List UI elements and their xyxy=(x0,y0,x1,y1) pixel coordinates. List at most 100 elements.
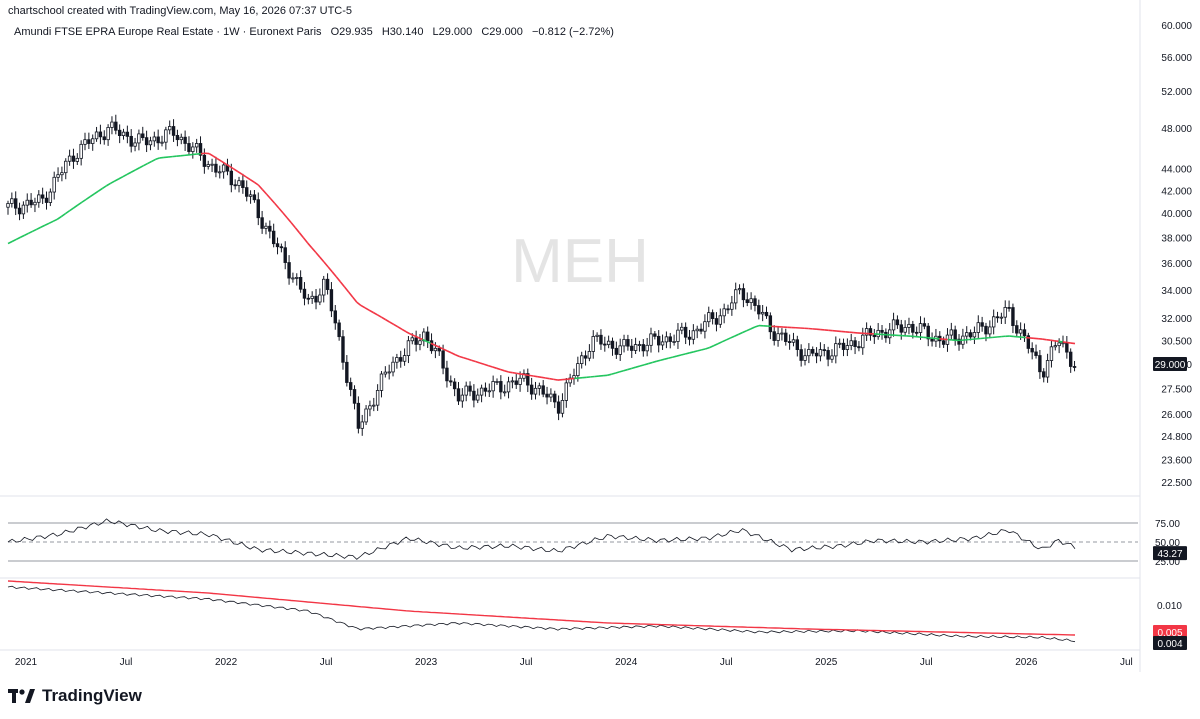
moving-average-segment xyxy=(7,240,13,245)
moving-average-segment xyxy=(11,238,17,243)
candle-body xyxy=(79,143,83,159)
moving-average-segment xyxy=(1066,341,1072,344)
moving-average-segment xyxy=(619,369,624,373)
candle-body xyxy=(491,381,495,392)
candle-body xyxy=(518,377,522,385)
candle-body xyxy=(864,328,869,336)
moving-average-segment xyxy=(455,353,460,358)
moving-average-segment xyxy=(85,196,91,201)
moving-average-segment xyxy=(327,266,333,273)
moving-average-segment xyxy=(639,364,645,367)
candle-body xyxy=(1003,307,1007,318)
candle-body xyxy=(306,297,311,300)
price-tick-label: 32.000 xyxy=(1161,314,1192,325)
candle-body xyxy=(452,381,457,390)
candle-body xyxy=(329,289,334,312)
moving-average-segment xyxy=(106,182,112,187)
moving-average-segment xyxy=(701,348,706,351)
candle-body xyxy=(726,308,730,311)
moving-average-segment xyxy=(233,168,239,173)
candle-body xyxy=(957,338,961,345)
moving-average-segment xyxy=(660,358,665,361)
candle-body xyxy=(248,194,253,197)
candle-body xyxy=(37,194,41,203)
candle-body xyxy=(568,377,572,384)
candle-body xyxy=(94,131,99,140)
candle-body xyxy=(479,387,484,396)
moving-average-segment xyxy=(459,355,464,359)
candle-body xyxy=(911,323,915,333)
moving-average-segment xyxy=(516,372,522,375)
price-current-badge-label: 29.000 xyxy=(1155,360,1186,371)
moving-average-segment xyxy=(664,357,669,360)
candle-body xyxy=(988,326,992,335)
moving-average-segment xyxy=(742,329,748,334)
moving-average-segment xyxy=(372,311,378,316)
candle-body xyxy=(645,344,649,352)
candle-body xyxy=(25,199,29,206)
moving-average-segment xyxy=(237,170,243,175)
candle-body xyxy=(814,352,819,357)
moving-average-segment xyxy=(725,337,731,341)
tradingview-logo[interactable]: TradingView xyxy=(8,686,142,706)
candle-body xyxy=(926,325,930,340)
candle-body xyxy=(156,136,160,144)
moving-average-segment xyxy=(15,236,21,241)
candle-body xyxy=(907,323,911,328)
candle-body xyxy=(703,321,707,332)
moving-average-segment xyxy=(1054,339,1059,343)
candle-body xyxy=(1007,307,1011,309)
moving-average-segment xyxy=(500,368,505,372)
moving-average-segment xyxy=(311,247,317,253)
candle-body xyxy=(1049,346,1054,361)
moving-average-segment xyxy=(143,162,148,167)
candle-body xyxy=(830,355,834,360)
candle-body xyxy=(599,334,603,345)
candle-body xyxy=(60,172,64,176)
moving-average-segment xyxy=(253,181,259,186)
candle-body xyxy=(922,323,927,327)
candle-body xyxy=(1015,325,1019,334)
moving-average-segment xyxy=(721,339,727,343)
candle-body xyxy=(83,139,87,145)
moving-average-segment xyxy=(401,328,407,333)
moving-average-segment xyxy=(611,372,616,376)
candle-body xyxy=(587,351,592,359)
candle-body xyxy=(449,380,453,383)
moving-average-segment xyxy=(40,224,46,228)
moving-average-segment xyxy=(676,354,682,357)
candle-body xyxy=(888,329,892,339)
moving-average-segment xyxy=(110,180,116,185)
candle-body xyxy=(268,225,272,232)
candle-body xyxy=(191,146,195,152)
candle-body xyxy=(29,199,33,206)
candle-body xyxy=(175,134,180,141)
candle-body xyxy=(549,393,553,398)
tradingview-logo-icon xyxy=(8,689,35,703)
moving-average-segment xyxy=(282,212,288,219)
candle-body xyxy=(106,127,110,141)
moving-average-segment xyxy=(265,193,272,200)
moving-average-segment xyxy=(680,353,686,356)
indicator-red-badge-bg xyxy=(1153,625,1187,639)
moving-average-segment xyxy=(274,202,280,209)
moving-average-segment xyxy=(672,355,678,358)
candle-body xyxy=(657,335,661,346)
candle-body xyxy=(233,184,237,187)
moving-average-segment xyxy=(529,374,534,377)
candle-body xyxy=(425,331,430,342)
candle-body xyxy=(298,277,303,290)
moving-average-segment xyxy=(467,358,472,362)
candle-body xyxy=(610,340,615,349)
candle-body xyxy=(345,361,349,383)
candle-body xyxy=(891,319,896,331)
candle-body xyxy=(764,311,769,317)
candle-body xyxy=(337,322,341,338)
moving-average-segment xyxy=(134,167,140,171)
moving-average-segment xyxy=(147,160,153,165)
moving-average-segment xyxy=(627,367,633,371)
price-tick-label: 36.000 xyxy=(1161,259,1192,270)
candle-body xyxy=(433,347,438,352)
moving-average-segment xyxy=(405,331,411,335)
